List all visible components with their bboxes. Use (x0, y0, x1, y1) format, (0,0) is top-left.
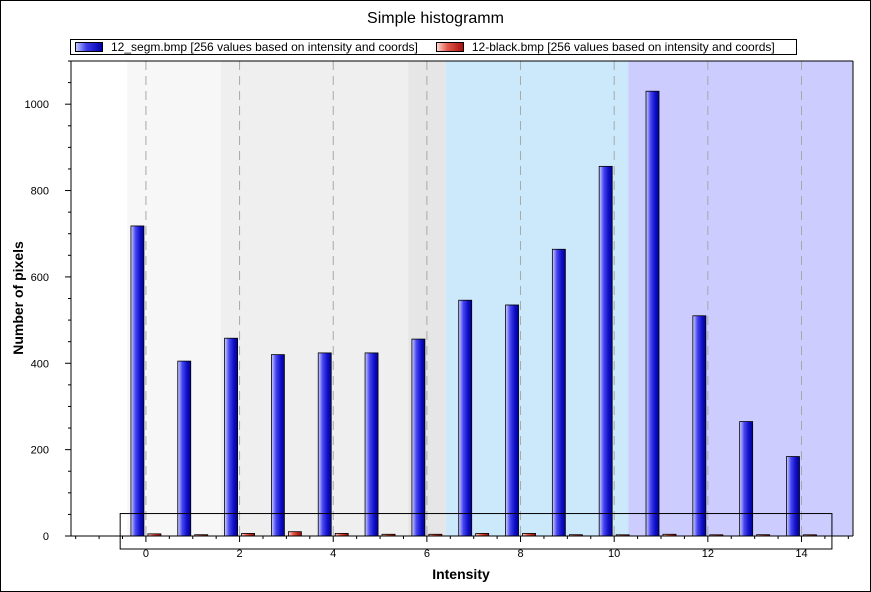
bar-series-2-x3 (288, 531, 302, 537)
y-tick-label-1000: 1000 (25, 99, 49, 111)
y-tick-label-600: 600 (31, 272, 49, 284)
selection-rectangle (119, 513, 833, 550)
legend-item-series-2[interactable]: 12-black.bmp [256 values based on intens… (435, 40, 775, 54)
x-tick-label-4: 4 (330, 548, 336, 560)
x-tick-label-0: 0 (143, 548, 149, 560)
x-tick-label-8: 8 (517, 548, 523, 560)
bar-series-1-x1 (177, 360, 192, 537)
background-band-1 (220, 61, 409, 536)
background-band-3 (445, 61, 629, 536)
bar-series-1-x4 (317, 352, 332, 537)
y-tick-label-0: 0 (43, 531, 49, 543)
legend-label-series-1: 12_segm.bmp [256 values based on intensi… (111, 40, 418, 54)
x-tick-label-14: 14 (795, 548, 807, 560)
x-axis-label: Intensity (432, 566, 490, 582)
bar-series-1-x9 (551, 248, 566, 537)
legend-swatch-series-2 (435, 42, 464, 52)
chart-title: Simple histogramm (367, 10, 504, 27)
bar-series-1-x8 (505, 304, 519, 537)
bar-series-1-x0 (130, 225, 145, 537)
bar-series-1-x7 (458, 299, 473, 537)
bar-series-1-x12 (692, 315, 707, 537)
bar-series-1-x6 (411, 338, 426, 537)
y-tick-label-800: 800 (31, 186, 49, 198)
y-tick-label-400: 400 (31, 358, 49, 370)
bar-series-1-x11 (645, 90, 660, 537)
bar-series-1-x2 (224, 337, 238, 537)
chart-legend[interactable]: 12_segm.bmp [256 values based on intensi… (70, 39, 797, 55)
bar-series-1-x13 (739, 421, 754, 537)
y-tick-label-200: 200 (31, 445, 49, 457)
bar-series-1-x10 (598, 165, 613, 537)
x-tick-label-10: 10 (608, 548, 620, 560)
legend-swatch-series-1 (75, 42, 103, 52)
bar-series-1-x5 (364, 352, 379, 537)
legend-label-series-2: 12-black.bmp [256 values based on intens… (471, 40, 775, 54)
legend-item-series-1[interactable]: 12_segm.bmp [256 values based on intensi… (75, 40, 418, 54)
x-tick-label-12: 12 (702, 548, 714, 560)
x-tick-label-6: 6 (424, 548, 430, 560)
bar-series-1-x14 (786, 456, 800, 537)
x-tick-label-2: 2 (237, 548, 243, 560)
bar-series-1-x3 (271, 354, 285, 537)
